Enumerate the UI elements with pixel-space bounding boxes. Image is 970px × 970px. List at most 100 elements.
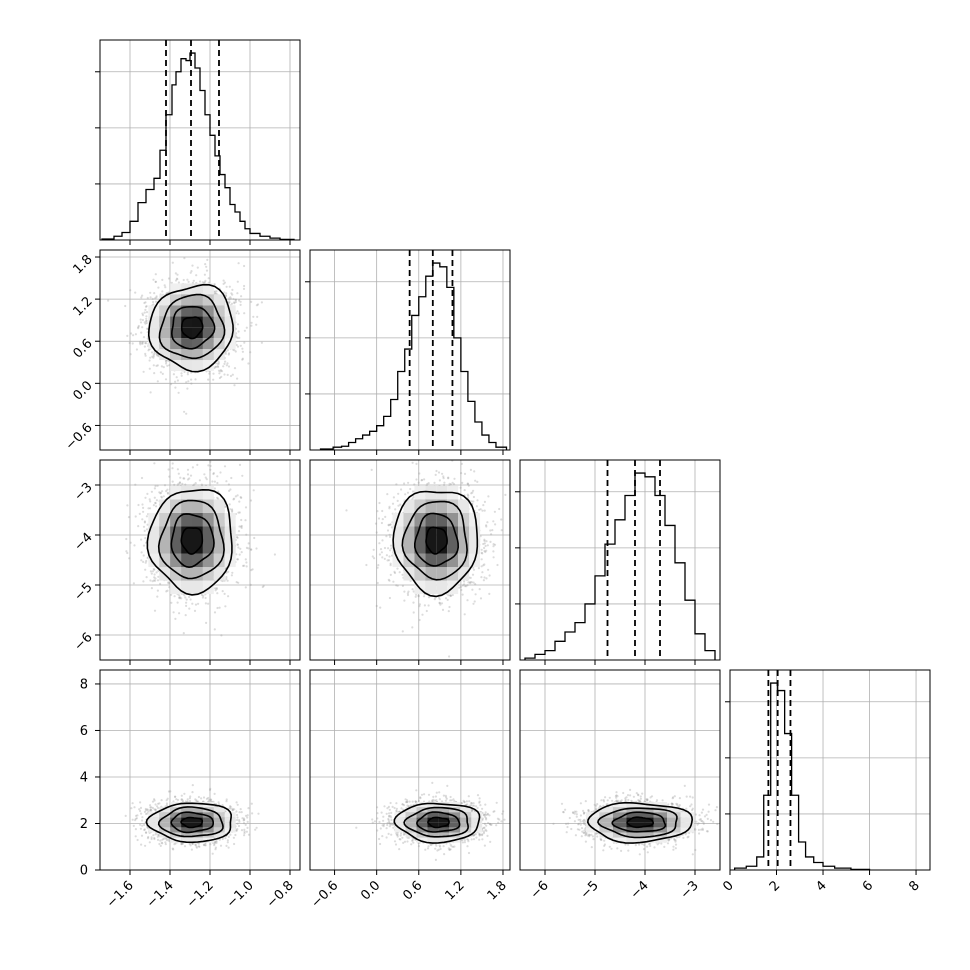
scatter-point bbox=[387, 805, 390, 809]
scatter-point bbox=[162, 495, 165, 498]
scatter-point bbox=[153, 352, 156, 355]
density-cell bbox=[458, 553, 470, 568]
scatter-point bbox=[388, 820, 391, 824]
scatter-point bbox=[247, 807, 250, 810]
scatter-point bbox=[702, 821, 705, 824]
scatter-point bbox=[486, 544, 489, 547]
density-cell bbox=[202, 540, 214, 554]
scatter-point bbox=[250, 548, 253, 551]
scatter-point bbox=[140, 331, 143, 334]
scatter-point bbox=[492, 550, 495, 553]
scatter-point bbox=[165, 804, 169, 807]
scatter-point bbox=[135, 814, 138, 818]
scatter-point bbox=[208, 798, 211, 802]
scatter-point bbox=[580, 827, 584, 830]
scatter-point bbox=[257, 812, 260, 815]
scatter-point bbox=[383, 557, 386, 561]
scatter-point bbox=[390, 833, 393, 836]
scatter-point bbox=[387, 524, 390, 527]
scatter-point bbox=[395, 483, 398, 486]
density-cell bbox=[458, 526, 470, 540]
scatter-point bbox=[139, 827, 142, 830]
scatter-point bbox=[153, 837, 156, 841]
contour-line bbox=[158, 293, 226, 360]
scatter-point bbox=[385, 554, 388, 557]
density-cell bbox=[159, 327, 171, 339]
scatter-point bbox=[163, 284, 166, 287]
density-cell bbox=[438, 822, 450, 828]
density-cell bbox=[148, 822, 160, 828]
scatter-point bbox=[481, 509, 484, 512]
scatter-point bbox=[236, 310, 239, 313]
scatter-point bbox=[486, 521, 489, 524]
scatter-point bbox=[365, 563, 368, 567]
scatter-point bbox=[231, 809, 234, 812]
scatter-point bbox=[171, 261, 174, 264]
scatter-point bbox=[373, 557, 376, 560]
scatter-point bbox=[139, 343, 142, 346]
scatter-point bbox=[145, 317, 148, 320]
density-cell bbox=[170, 294, 182, 306]
scatter-point bbox=[483, 563, 486, 566]
scatter-point bbox=[389, 801, 392, 805]
scatter-point bbox=[190, 848, 193, 851]
scatter-point bbox=[146, 492, 149, 495]
scatter-point bbox=[213, 283, 216, 286]
scatter-point bbox=[174, 795, 177, 798]
scatter-point bbox=[233, 302, 236, 305]
scatter-point bbox=[236, 828, 239, 831]
scatter-point bbox=[444, 794, 447, 797]
scatter-point bbox=[201, 596, 204, 599]
scatter-point bbox=[146, 826, 149, 829]
density-cell bbox=[213, 512, 225, 527]
scatter-point bbox=[157, 354, 160, 357]
scatter-point bbox=[155, 499, 158, 502]
density-cell bbox=[192, 512, 203, 527]
scatter-point bbox=[149, 500, 152, 503]
scatter-point bbox=[154, 484, 157, 488]
scatter-point bbox=[260, 301, 263, 304]
scatter-point bbox=[138, 808, 141, 811]
scatter-point bbox=[382, 815, 385, 818]
scatter-point bbox=[129, 289, 132, 292]
scatter-point bbox=[240, 524, 243, 528]
scatter-point bbox=[483, 549, 486, 553]
scatter-point bbox=[249, 499, 253, 502]
scatter-point bbox=[167, 468, 170, 471]
scatter-point bbox=[425, 609, 428, 613]
scatter-point bbox=[447, 847, 450, 850]
scatter-point bbox=[440, 800, 444, 803]
density-cell bbox=[159, 499, 171, 513]
scatter-point bbox=[437, 596, 441, 599]
scatter-point bbox=[154, 273, 157, 276]
scatter-point bbox=[241, 350, 244, 353]
scatter-point bbox=[184, 614, 187, 617]
scatter-point bbox=[176, 273, 179, 276]
scatter-point bbox=[135, 817, 138, 820]
scatter-point bbox=[150, 806, 153, 809]
scatter-point bbox=[255, 304, 258, 307]
scatter-point bbox=[202, 594, 205, 597]
scatter-point bbox=[223, 362, 226, 365]
scatter-point bbox=[141, 819, 144, 822]
scatter-point bbox=[404, 798, 407, 801]
scatter-point bbox=[447, 476, 450, 479]
scatter-point bbox=[223, 281, 226, 284]
scatter-point bbox=[147, 835, 150, 839]
density-cell bbox=[394, 827, 406, 833]
scatter-point bbox=[396, 499, 399, 502]
scatter-point bbox=[218, 838, 221, 841]
scatter-point bbox=[393, 806, 396, 810]
scatter-point bbox=[156, 484, 159, 487]
scatter-point bbox=[235, 581, 238, 584]
scatter-point bbox=[182, 632, 185, 635]
scatter-point bbox=[161, 290, 164, 293]
scatter-point bbox=[227, 570, 230, 573]
scatter-point bbox=[394, 508, 397, 511]
scatter-point bbox=[134, 817, 137, 820]
scatter-point bbox=[486, 834, 489, 838]
scatter-point bbox=[459, 486, 462, 489]
scatter-point bbox=[483, 538, 486, 541]
scatter-point bbox=[485, 818, 488, 821]
scatter-point bbox=[408, 800, 411, 803]
